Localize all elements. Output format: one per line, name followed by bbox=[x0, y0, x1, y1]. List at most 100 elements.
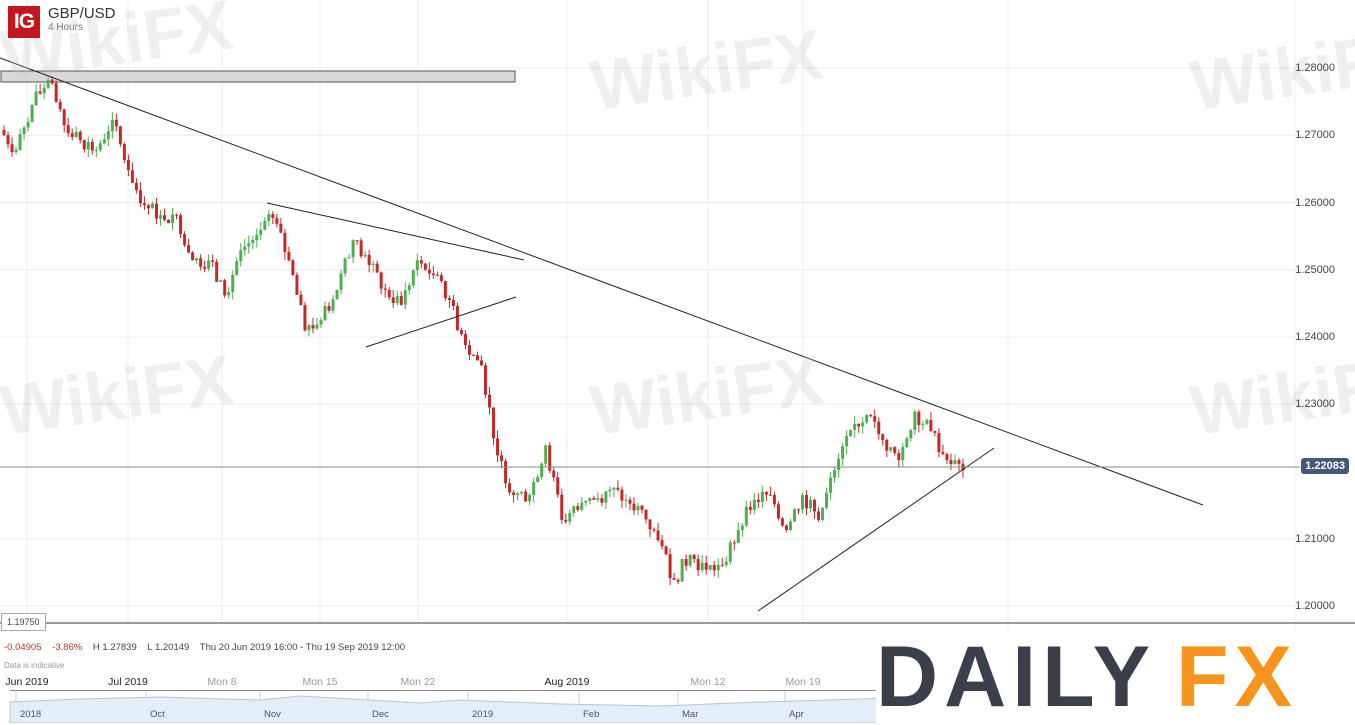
candle-body bbox=[937, 432, 941, 453]
candle-body bbox=[70, 133, 74, 137]
data-indicative-note: Data is indicative bbox=[4, 661, 65, 670]
candle-body bbox=[231, 274, 235, 292]
candle-body bbox=[869, 415, 873, 417]
candle-body bbox=[720, 564, 724, 566]
candle-body bbox=[86, 141, 90, 150]
navigator-label: 2018 bbox=[20, 709, 42, 720]
triangle-upper-line[interactable] bbox=[266, 202, 525, 261]
candle-body bbox=[716, 564, 720, 571]
candle-body bbox=[853, 423, 857, 430]
resistance-zone[interactable] bbox=[0, 70, 516, 83]
candle-body bbox=[712, 565, 716, 571]
candle-body bbox=[122, 144, 126, 161]
candle-body bbox=[744, 506, 748, 526]
candle-body bbox=[279, 223, 283, 233]
candle-body bbox=[552, 470, 556, 478]
candle-body bbox=[110, 119, 114, 132]
candle-body bbox=[704, 562, 708, 570]
candle-body bbox=[363, 254, 367, 257]
candle-body bbox=[752, 499, 756, 510]
candle-body bbox=[628, 499, 632, 504]
candle-body bbox=[142, 203, 146, 206]
candle-body bbox=[130, 170, 134, 183]
candle-body bbox=[632, 503, 636, 511]
candle-body bbox=[600, 498, 604, 503]
candle-body bbox=[134, 182, 138, 191]
candle-body bbox=[897, 453, 901, 461]
candle-body bbox=[708, 565, 712, 570]
y-tick-label: 1.25000 bbox=[1295, 263, 1335, 276]
navigator-label: Oct bbox=[150, 709, 165, 720]
grid bbox=[0, 0, 1300, 723]
candle-body bbox=[949, 460, 953, 465]
candle-body bbox=[492, 407, 496, 439]
candle-body bbox=[391, 297, 395, 304]
candle-body bbox=[291, 260, 295, 275]
candle-body bbox=[167, 219, 171, 224]
candle-body bbox=[636, 505, 640, 511]
candle-body bbox=[339, 273, 343, 290]
y-tick-label: 1.26000 bbox=[1295, 196, 1335, 209]
main-downtrend-line[interactable] bbox=[0, 57, 1204, 506]
candle-body bbox=[620, 489, 624, 501]
change-percent: -3.86% bbox=[52, 642, 83, 653]
candle-body bbox=[520, 491, 524, 494]
candle-body bbox=[383, 288, 387, 290]
candle-body bbox=[572, 506, 576, 513]
candle-body bbox=[419, 260, 423, 264]
stats-bar: -0.04905 -3.86% H 1.27839 L 1.20149 Thu … bbox=[4, 642, 413, 653]
candle-body bbox=[251, 240, 255, 244]
candle-body bbox=[929, 419, 933, 432]
candle-body bbox=[126, 160, 130, 171]
candle-body bbox=[941, 452, 945, 455]
candle-body bbox=[187, 245, 191, 253]
candle-body bbox=[917, 411, 921, 425]
candle-body bbox=[387, 289, 391, 298]
candle-body bbox=[945, 454, 949, 461]
candle-body bbox=[957, 460, 961, 464]
candle-body bbox=[893, 447, 897, 454]
candle-body bbox=[411, 270, 415, 286]
candle-body bbox=[179, 215, 183, 235]
candle-body bbox=[909, 430, 913, 439]
candle-body bbox=[672, 578, 676, 580]
candle-body bbox=[203, 266, 207, 269]
x-tick-label: Mon 12 bbox=[690, 676, 726, 688]
triangle-lower-line[interactable] bbox=[365, 296, 517, 348]
candle-body bbox=[736, 530, 740, 543]
candle-body bbox=[580, 502, 584, 510]
candle-body bbox=[885, 439, 889, 451]
candle-body bbox=[227, 291, 231, 296]
candle-body bbox=[407, 285, 411, 291]
navigator[interactable] bbox=[10, 690, 876, 724]
candle-body bbox=[640, 505, 644, 510]
candle-body bbox=[817, 511, 821, 520]
candle-body bbox=[845, 436, 849, 447]
candle-body bbox=[953, 460, 957, 465]
candle-body bbox=[865, 415, 869, 423]
candle-body bbox=[484, 365, 488, 395]
candle-body bbox=[431, 273, 435, 276]
candle-body bbox=[680, 558, 684, 582]
candle-body bbox=[780, 518, 784, 526]
candle-body bbox=[728, 542, 732, 562]
candle-body bbox=[199, 258, 203, 267]
candle-body bbox=[235, 261, 239, 275]
candle-body bbox=[415, 260, 419, 271]
candle-body bbox=[532, 482, 536, 496]
candle-body bbox=[327, 305, 331, 311]
candle-body bbox=[427, 269, 431, 274]
candle-body bbox=[861, 422, 865, 427]
x-tick-label: Mon 15 bbox=[302, 676, 338, 688]
candles bbox=[2, 76, 965, 586]
candle-body bbox=[26, 122, 30, 128]
candle-body bbox=[219, 280, 223, 282]
candle-body bbox=[524, 491, 528, 502]
crosshair-price-label: 1.19750 bbox=[1, 613, 46, 631]
candle-body bbox=[764, 491, 768, 495]
candle-body bbox=[471, 354, 475, 356]
uptrend-support-line[interactable] bbox=[757, 447, 995, 612]
candle-body bbox=[30, 104, 34, 123]
candle-body bbox=[323, 305, 327, 321]
